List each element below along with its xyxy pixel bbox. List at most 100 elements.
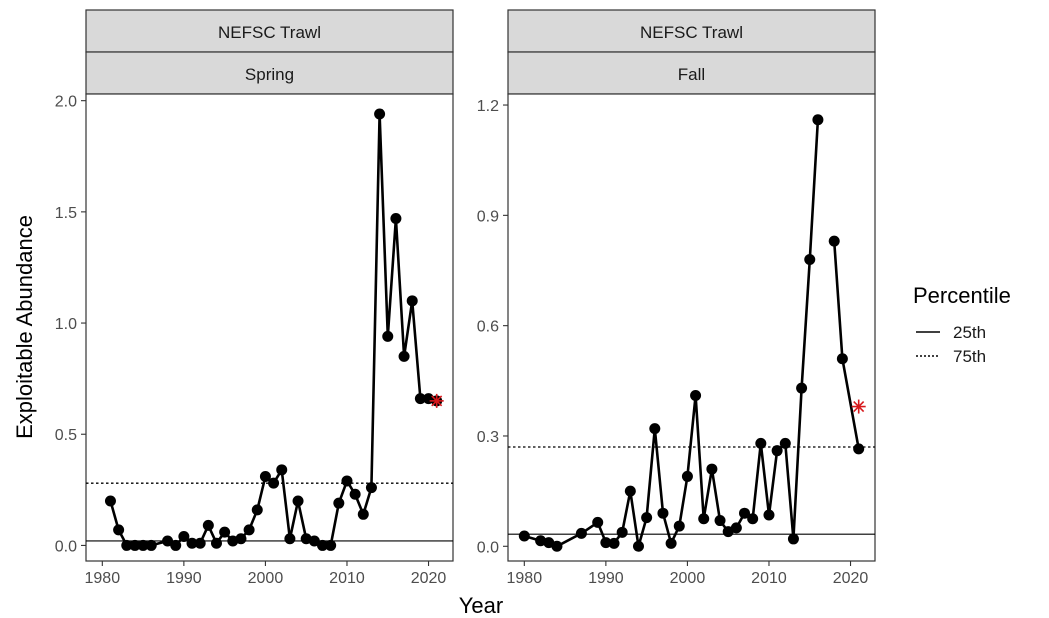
x-tick-label: 2020 bbox=[411, 570, 447, 587]
data-point bbox=[414, 393, 426, 405]
data-point bbox=[853, 443, 865, 455]
y-tick-label: 0.0 bbox=[55, 538, 77, 555]
data-point bbox=[681, 470, 693, 482]
data-point bbox=[698, 513, 710, 525]
highlight-asterisk bbox=[429, 393, 444, 408]
legend-label-75th: 75th bbox=[953, 347, 986, 366]
data-point bbox=[374, 108, 386, 120]
data-point bbox=[194, 537, 206, 549]
data-point bbox=[632, 540, 644, 552]
y-tick-label: 1.0 bbox=[55, 316, 77, 333]
y-axis-title: Exploitable Abundance bbox=[12, 215, 37, 439]
data-point bbox=[755, 437, 767, 449]
data-point bbox=[763, 509, 775, 521]
highlight-asterisk bbox=[851, 399, 866, 414]
y-tick-label: 0.9 bbox=[477, 208, 499, 225]
data-point bbox=[787, 533, 799, 545]
data-point bbox=[121, 539, 133, 551]
x-tick-label: 2010 bbox=[329, 570, 365, 587]
data-point bbox=[137, 539, 149, 551]
data-point bbox=[828, 235, 840, 247]
strip-top-label: NEFSC Trawl bbox=[218, 23, 321, 42]
y-tick-label: 0.0 bbox=[477, 539, 499, 556]
data-point bbox=[804, 253, 816, 265]
x-tick-label: 1980 bbox=[507, 570, 543, 587]
x-axis-title: Year bbox=[459, 593, 503, 618]
plot-area-border bbox=[507, 93, 876, 562]
data-point bbox=[219, 526, 231, 538]
data-point bbox=[259, 470, 271, 482]
x-tick-label: 1990 bbox=[588, 570, 624, 587]
x-tick-label: 2000 bbox=[670, 570, 706, 587]
strip-top-bg bbox=[507, 9, 876, 53]
data-point bbox=[284, 533, 296, 545]
data-point bbox=[398, 350, 410, 362]
y-tick-label: 2.0 bbox=[55, 94, 77, 111]
data-point bbox=[730, 522, 742, 534]
data-point bbox=[243, 524, 255, 536]
data-point bbox=[333, 497, 345, 509]
legend-label-25th: 25th bbox=[953, 323, 986, 342]
y-tick-label: 1.5 bbox=[55, 205, 77, 222]
data-point bbox=[162, 535, 174, 547]
data-point bbox=[357, 508, 369, 520]
x-tick-label: 1980 bbox=[85, 570, 121, 587]
data-point bbox=[104, 495, 116, 507]
plot-area-border bbox=[85, 93, 454, 562]
data-point bbox=[739, 507, 751, 519]
data-point bbox=[624, 485, 636, 497]
x-tick-label: 2000 bbox=[248, 570, 284, 587]
y-tick-label: 0.6 bbox=[477, 319, 499, 336]
data-point bbox=[390, 213, 402, 225]
data-point bbox=[317, 539, 329, 551]
data-point bbox=[186, 537, 198, 549]
data-point bbox=[665, 537, 677, 549]
data-point bbox=[592, 516, 604, 528]
data-point bbox=[178, 531, 190, 543]
x-tick-label: 2020 bbox=[833, 570, 869, 587]
legend-title: Percentile bbox=[913, 283, 1011, 308]
data-point bbox=[382, 330, 394, 342]
data-point bbox=[349, 488, 361, 500]
strip-top-bg bbox=[85, 9, 454, 53]
data-point bbox=[292, 495, 304, 507]
data-point bbox=[365, 482, 377, 494]
data-point bbox=[714, 515, 726, 527]
data-point bbox=[145, 539, 157, 551]
data-point bbox=[268, 477, 280, 489]
data-point bbox=[673, 520, 685, 532]
y-tick-label: 0.3 bbox=[477, 429, 499, 446]
data-point bbox=[575, 527, 587, 539]
asterisk-stroke bbox=[853, 401, 865, 413]
panel-fall: NEFSC Trawl Fall 1980 1990 2000 2010 2020 0.0… bbox=[477, 9, 876, 587]
data-point bbox=[690, 390, 702, 402]
data-point bbox=[276, 464, 288, 476]
strip-bottom-label: Spring bbox=[245, 65, 294, 84]
data-point bbox=[779, 437, 791, 449]
data-point bbox=[771, 445, 783, 457]
data-point bbox=[551, 540, 563, 552]
panel-spring: NEFSC Trawl Spring 1980 1990 2000 2010 2020 0… bbox=[55, 9, 454, 587]
fall-data-layer: 1980 1990 2000 2010 2020 0.0 0.3 0.6 0.9 1.2 bbox=[477, 98, 875, 587]
data-point bbox=[747, 513, 759, 525]
data-point bbox=[113, 524, 125, 536]
spring-data-layer: 1980 1990 2000 2010 2020 0.0 0.5 1.0 1.5 2.0 bbox=[55, 94, 453, 587]
data-point bbox=[202, 519, 214, 531]
strip-top-label: NEFSC Trawl bbox=[640, 23, 743, 42]
y-tick-label: 1.2 bbox=[477, 98, 499, 115]
legend: Percentile 25th 75th bbox=[913, 283, 1011, 366]
data-point bbox=[308, 535, 320, 547]
data-point bbox=[129, 539, 141, 551]
data-point bbox=[210, 537, 222, 549]
x-tick-label: 1990 bbox=[166, 570, 202, 587]
data-point bbox=[657, 507, 669, 519]
data-point bbox=[406, 295, 418, 307]
strip-bottom-bg bbox=[85, 51, 454, 95]
data-point bbox=[325, 539, 337, 551]
data-point bbox=[600, 537, 612, 549]
x-tick-label: 2010 bbox=[751, 570, 787, 587]
data-point bbox=[796, 382, 808, 394]
data-point bbox=[836, 353, 848, 365]
data-point bbox=[812, 114, 824, 126]
